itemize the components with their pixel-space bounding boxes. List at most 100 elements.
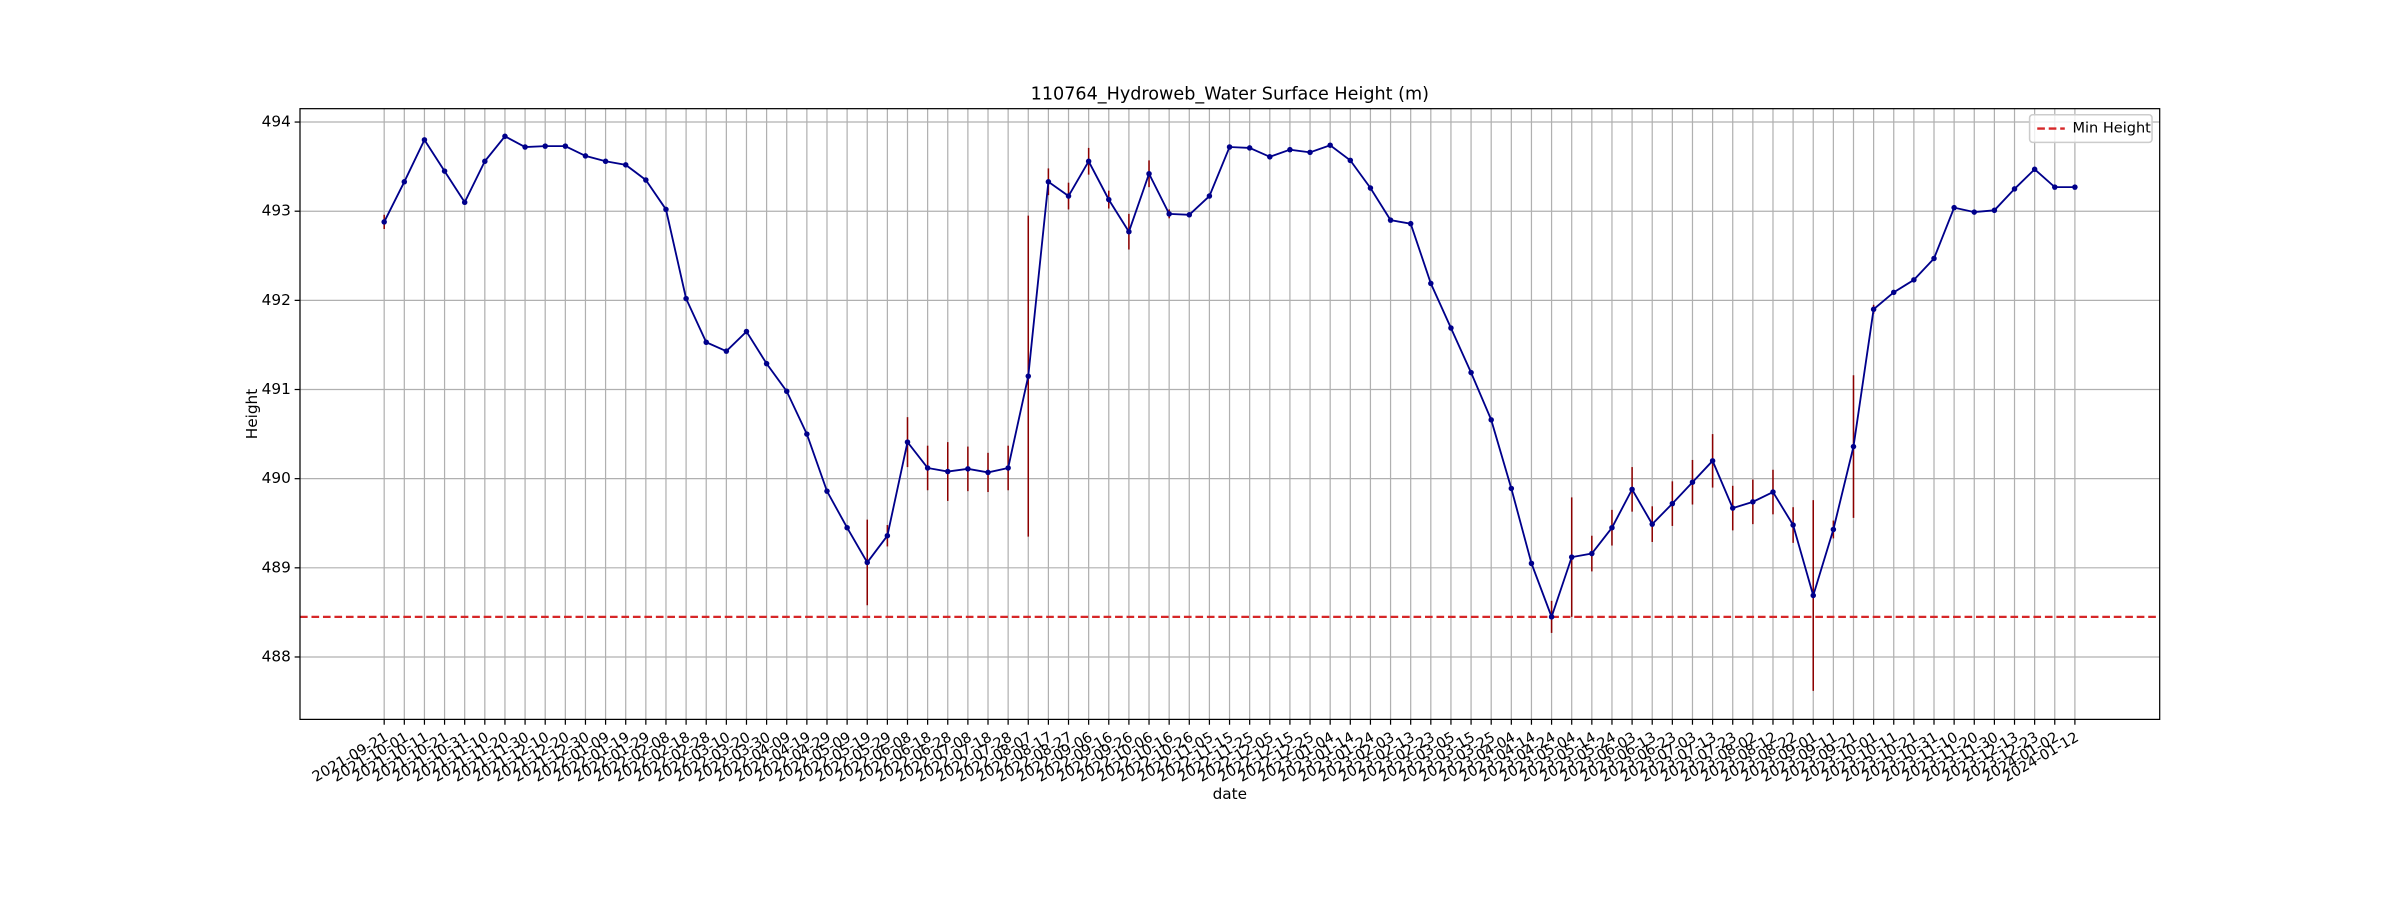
point xyxy=(1810,592,1816,599)
point xyxy=(783,388,790,395)
point xyxy=(1488,417,1494,423)
point xyxy=(1166,211,1172,217)
point xyxy=(2052,184,2058,190)
point xyxy=(1226,144,1233,150)
point xyxy=(2072,184,2078,190)
point xyxy=(864,559,870,566)
point xyxy=(421,137,428,143)
point xyxy=(1508,485,1515,492)
point xyxy=(683,295,689,302)
point xyxy=(1689,479,1696,485)
point xyxy=(1830,526,1837,533)
point xyxy=(1287,146,1293,153)
point xyxy=(1609,524,1615,531)
point xyxy=(723,348,730,354)
point xyxy=(924,465,931,471)
point xyxy=(1770,489,1776,495)
point xyxy=(884,532,891,539)
point xyxy=(1146,171,1152,177)
plot-frame xyxy=(299,108,2161,720)
point xyxy=(1448,325,1454,331)
point xyxy=(804,431,810,437)
y-tick-label: 489 xyxy=(262,558,291,576)
point xyxy=(522,144,528,150)
point xyxy=(1005,465,1011,471)
point xyxy=(1528,560,1535,567)
point xyxy=(1186,212,1193,218)
point xyxy=(441,168,448,174)
point xyxy=(1126,228,1132,235)
point xyxy=(1407,220,1414,227)
point xyxy=(1589,550,1595,557)
point xyxy=(1065,193,1072,199)
point xyxy=(1870,306,1877,313)
y-tick-label: 494 xyxy=(262,113,291,131)
x-axis-label: date xyxy=(1213,785,1247,803)
legend-box xyxy=(2028,114,2153,144)
point xyxy=(1327,142,1333,148)
y-tick-label: 488 xyxy=(262,647,291,665)
point xyxy=(1387,217,1394,223)
point xyxy=(985,469,991,476)
legend: Min Height xyxy=(2028,114,2153,144)
point xyxy=(1025,373,1032,379)
point xyxy=(1367,185,1374,191)
point xyxy=(542,143,548,149)
point xyxy=(1568,554,1575,560)
y-tick-label: 490 xyxy=(262,469,291,487)
point xyxy=(1085,158,1092,165)
point xyxy=(1931,255,1937,262)
point xyxy=(743,328,750,335)
point xyxy=(1548,614,1555,620)
point xyxy=(1649,521,1655,527)
point xyxy=(1428,280,1434,287)
y-tick-label: 491 xyxy=(262,380,291,398)
point xyxy=(381,219,387,225)
point xyxy=(461,199,468,206)
point xyxy=(1106,196,1112,203)
point xyxy=(703,339,709,346)
point xyxy=(1206,193,1213,199)
chart-title: 110764_Hydroweb_Water Surface Height (m) xyxy=(1031,84,1429,104)
point xyxy=(2031,166,2038,173)
point xyxy=(663,206,669,213)
point xyxy=(2011,186,2018,192)
point xyxy=(1468,369,1474,376)
y-axis-label: Height xyxy=(243,389,261,440)
point xyxy=(562,143,569,149)
point xyxy=(945,468,951,475)
point xyxy=(401,179,408,185)
point xyxy=(1911,277,1917,283)
point xyxy=(1991,207,1998,214)
point xyxy=(904,439,911,445)
point xyxy=(1890,289,1897,296)
point xyxy=(1267,154,1273,160)
point xyxy=(1971,209,1978,215)
point xyxy=(1045,179,1052,185)
point xyxy=(965,466,971,472)
point xyxy=(1951,204,1957,211)
point xyxy=(1629,486,1635,493)
point xyxy=(1669,500,1676,507)
point xyxy=(482,158,488,165)
point xyxy=(1347,157,1354,164)
point xyxy=(622,162,629,168)
point xyxy=(824,488,830,494)
point xyxy=(1850,443,1857,450)
point xyxy=(1307,149,1313,156)
point xyxy=(1750,499,1756,505)
point xyxy=(844,524,850,531)
point xyxy=(1790,522,1796,528)
y-tick-label: 492 xyxy=(262,291,291,309)
point xyxy=(1709,458,1716,464)
legend-label: Min Height xyxy=(2072,121,2151,137)
point xyxy=(1729,505,1736,511)
point xyxy=(602,158,609,165)
point xyxy=(643,177,649,183)
point xyxy=(502,133,508,140)
point xyxy=(582,153,589,159)
point xyxy=(1246,145,1253,151)
y-tick-label: 493 xyxy=(262,202,291,220)
point xyxy=(763,360,770,367)
